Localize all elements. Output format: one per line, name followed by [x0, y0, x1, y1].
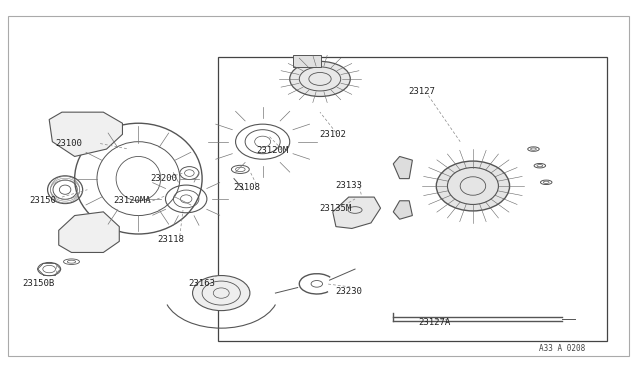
Text: 23127: 23127 — [408, 87, 435, 96]
Polygon shape — [49, 112, 122, 157]
FancyBboxPatch shape — [293, 55, 321, 67]
Ellipse shape — [436, 161, 509, 211]
Text: 23133: 23133 — [335, 182, 362, 190]
FancyBboxPatch shape — [8, 16, 629, 356]
Text: 23150: 23150 — [29, 196, 56, 205]
Text: 23200: 23200 — [150, 174, 177, 183]
Text: 23120MA: 23120MA — [113, 196, 151, 205]
Polygon shape — [59, 212, 119, 253]
Polygon shape — [333, 197, 381, 228]
Text: 23120M: 23120M — [256, 147, 289, 155]
Text: 23230: 23230 — [335, 287, 362, 296]
Ellipse shape — [193, 276, 250, 311]
Polygon shape — [394, 201, 412, 219]
Polygon shape — [394, 157, 412, 179]
Text: 23150B: 23150B — [22, 279, 54, 288]
Text: 23135M: 23135M — [320, 203, 352, 213]
Text: 23163: 23163 — [189, 279, 216, 288]
Text: 23108: 23108 — [234, 183, 260, 192]
Text: 23118: 23118 — [157, 235, 184, 244]
Text: 23127A: 23127A — [419, 318, 451, 327]
Text: 23102: 23102 — [319, 130, 346, 139]
Ellipse shape — [290, 61, 350, 96]
Text: A33 A 0208: A33 A 0208 — [539, 344, 585, 353]
Text: 23100: 23100 — [55, 139, 82, 148]
